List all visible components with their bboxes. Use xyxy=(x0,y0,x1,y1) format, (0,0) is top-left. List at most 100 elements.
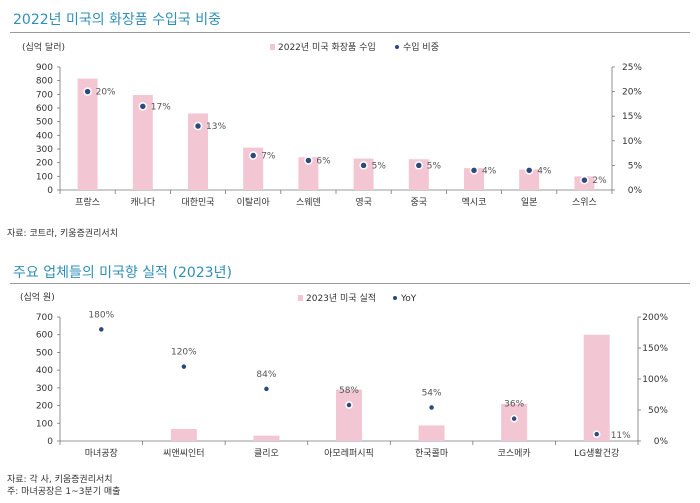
y-left-tick-label: 700 xyxy=(36,313,53,323)
y-right-tick-label: 200% xyxy=(642,313,668,323)
y-left-tick-label: 100 xyxy=(36,172,53,182)
y-right-tick-label: 5% xyxy=(628,161,643,171)
legend-swatch-bar xyxy=(270,44,275,50)
data-point xyxy=(304,156,313,165)
category-label: 씨앤씨인터 xyxy=(163,448,204,459)
data-label: 58% xyxy=(339,386,359,396)
y-right-tick-label: 25% xyxy=(622,63,642,73)
bar xyxy=(170,428,197,441)
y-left-tick-label: 600 xyxy=(36,331,53,341)
bar xyxy=(77,78,98,190)
y-left-tick-label: 300 xyxy=(36,145,53,155)
category-label: 스위스 xyxy=(572,197,597,208)
y-left-tick-label: 400 xyxy=(36,131,53,141)
y-left-tick-label: 100 xyxy=(36,419,53,429)
y-left-tick-label: 700 xyxy=(36,90,53,100)
data-label: 120% xyxy=(171,348,197,358)
data-point xyxy=(193,121,203,131)
bar xyxy=(132,95,153,190)
source-note: 자료: 코트라, 키움증권리서치 xyxy=(7,229,118,239)
bar xyxy=(418,425,445,441)
data-point xyxy=(592,430,601,438)
legend-label-dot: YoY xyxy=(400,294,417,304)
bar xyxy=(408,159,429,190)
chart-footer: 자료: 코트라, 키움증권리서치 xyxy=(7,228,118,240)
legend-marker-dot xyxy=(395,45,399,49)
legend-marker-dot xyxy=(393,296,397,300)
y-right-tick-label: 0% xyxy=(654,437,669,447)
data-point xyxy=(524,166,534,175)
bar xyxy=(519,169,540,190)
category-label: 아모레퍼시픽 xyxy=(324,448,374,459)
chart-import-share: (십억 달러) 2022년 미국 화장품 수입 수입 비중 0 100 200 300 400… xyxy=(22,41,643,208)
data-label: 17% xyxy=(151,102,171,112)
data-point xyxy=(580,175,589,185)
category-label: 이탈리아 xyxy=(237,197,271,208)
y-left-tick-label: 500 xyxy=(36,118,53,128)
category-label: 마녀공장 xyxy=(85,448,118,459)
category-label: 영국 xyxy=(355,197,372,208)
data-label: 13% xyxy=(206,122,226,132)
chart-title: 2022년 미국의 화장품 수입국 비중 xyxy=(13,12,221,28)
bar xyxy=(353,158,374,190)
data-point xyxy=(83,87,92,96)
bar xyxy=(243,147,264,190)
y-left-tick-label: 200 xyxy=(36,159,53,169)
legend-swatch-bar xyxy=(298,295,303,301)
unit-label: (십억 달러) xyxy=(22,41,65,53)
y-right-tick-label: 10% xyxy=(622,137,642,147)
data-label: 11% xyxy=(611,431,631,441)
category-label: 스웨덴 xyxy=(296,196,321,208)
chart-us-sales: (십억 원) 2023년 미국 실적 YoY 0 100 200 300 400 500 600 7… xyxy=(20,291,669,459)
data-label: 36% xyxy=(504,400,524,410)
data-label: 7% xyxy=(261,152,276,162)
data-point xyxy=(97,325,106,334)
y-left-tick-label: 200 xyxy=(36,402,53,412)
data-label: 6% xyxy=(316,156,331,166)
chart-title: 주요 업체들의 미국향 실적 (2023년) xyxy=(13,265,232,281)
y-left-tick-label: 0 xyxy=(47,186,53,196)
bar xyxy=(298,157,319,190)
y-left-tick-label: 600 xyxy=(36,104,53,114)
chart-panel-us-sales: 주요 업체들의 미국향 실적 (2023년) (십억 원) 2023년 미국 실적… xyxy=(0,255,700,503)
y-left-tick-label: 800 xyxy=(36,77,53,87)
data-label: 20% xyxy=(96,88,116,98)
data-point xyxy=(248,151,258,160)
category-label: 중국 xyxy=(411,197,428,208)
data-label: 84% xyxy=(256,370,276,380)
y-right-tick-label: 50% xyxy=(648,406,668,416)
chart-footer: 자료: 각 사, 키움증권리서치 주: 마녀공장은 1~3분기 매출 xyxy=(7,474,120,498)
legend-label-bar: 2023년 미국 실적 xyxy=(306,292,376,304)
y-left-tick-label: 300 xyxy=(36,384,53,394)
category-label: 한국콜마 xyxy=(415,448,449,459)
bar xyxy=(336,389,362,441)
data-point xyxy=(414,161,424,170)
y-left-tick-label: 400 xyxy=(36,366,53,376)
data-point xyxy=(469,166,479,175)
category-label: LG생활건강 xyxy=(574,447,619,459)
y-right-tick-label: 150% xyxy=(642,344,668,354)
y-left-tick-label: 900 xyxy=(36,63,53,73)
y-right-tick-label: 100% xyxy=(642,375,668,385)
category-label: 코스메카 xyxy=(498,448,531,459)
bar xyxy=(583,334,610,441)
data-label: 54% xyxy=(422,389,442,399)
data-label: 5% xyxy=(427,161,442,171)
footnote: 주: 마녀공장은 1~3분기 매출 xyxy=(7,487,121,497)
chart-panel-import-share: 2022년 미국의 화장품 수입국 비중 (십억 달러) 2022년 미국 화장품… xyxy=(0,0,700,250)
legend-label-dot: 수입 비중 xyxy=(403,41,439,53)
y-left-tick-label: 0 xyxy=(47,437,53,447)
y-right-tick-label: 0% xyxy=(628,186,643,196)
category-label: 대한민국 xyxy=(181,197,214,208)
bar xyxy=(253,435,280,441)
data-label: 180% xyxy=(88,310,114,320)
data-point xyxy=(359,161,368,170)
category-label: 일본 xyxy=(521,197,538,208)
unit-label: (십억 원) xyxy=(20,291,55,303)
title-divider xyxy=(10,283,690,284)
data-point xyxy=(180,362,188,371)
y-right-tick-label: 15% xyxy=(622,112,642,122)
data-label: 2% xyxy=(592,176,607,186)
category-label: 클리오 xyxy=(254,448,279,459)
data-label: 4% xyxy=(537,166,552,176)
